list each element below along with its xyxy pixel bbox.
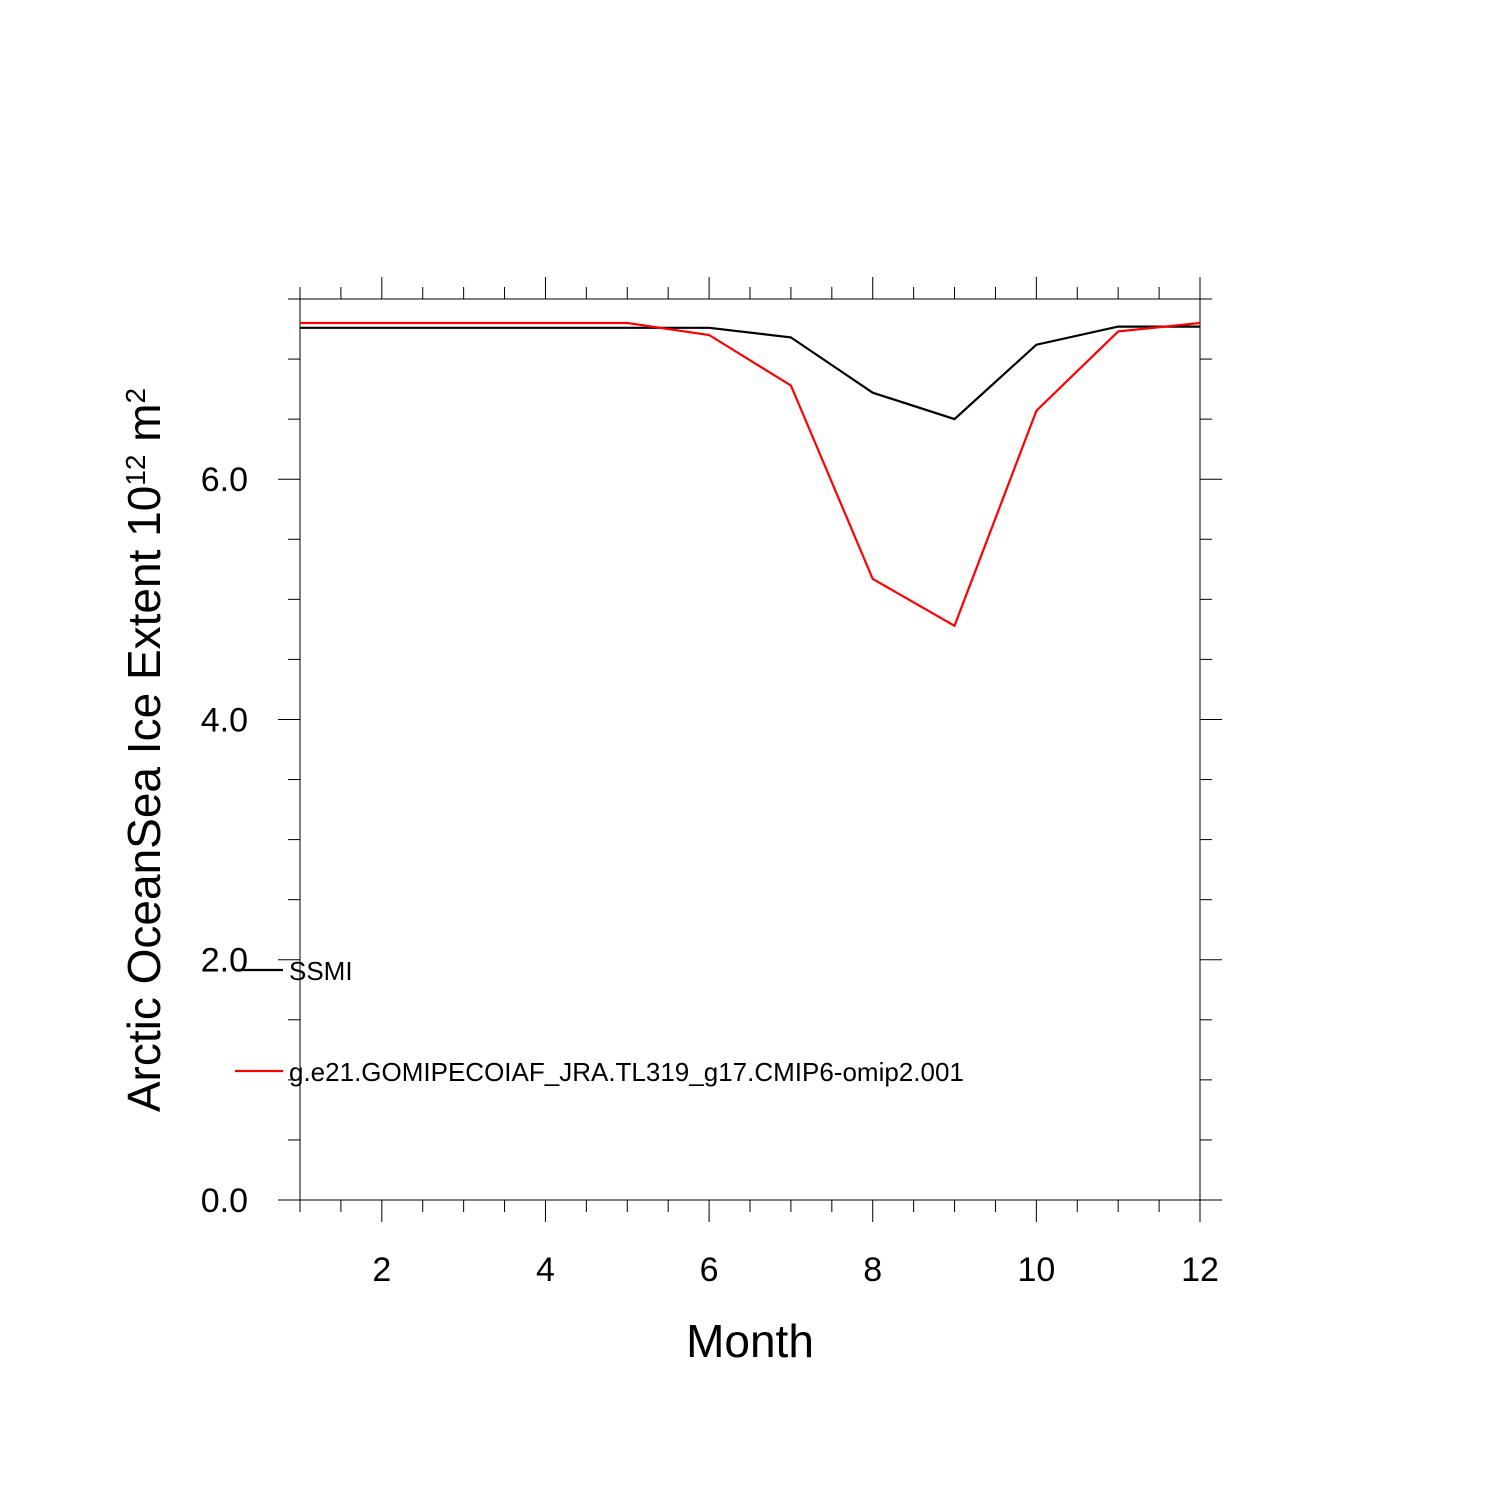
x-tick-label: 8 (863, 1251, 882, 1289)
y-tick-label: 2.0 (201, 942, 248, 980)
axes: 2 4 6 8 10 12 0.0 2.0 4.0 6.0 (201, 277, 1222, 1289)
x-tick-label: 10 (1017, 1251, 1055, 1289)
y-axis-title-unit: m (118, 403, 170, 454)
y-axis-title: Arctic OceanSea Ice Extent 1012 m2 (118, 388, 170, 1112)
y-axis-title-unit-exponent: 2 (120, 388, 151, 404)
y-tick-label: 6.0 (201, 461, 248, 499)
series-line-2 (300, 321, 1201, 628)
x-tick-label: 6 (700, 1251, 719, 1289)
x-tick-label: 2 (372, 1251, 391, 1289)
legend-label-1: SSMI (289, 956, 353, 986)
series-line-1 (300, 325, 1200, 421)
x-tick-label: 12 (1181, 1251, 1219, 1289)
y-axis-title-main: Arctic OceanSea Ice Extent 10 (118, 486, 170, 1112)
x-tick-label: 4 (536, 1251, 555, 1289)
y-tick-label: 4.0 (201, 701, 248, 739)
legend-label-2: g.e21.GOMIPECOIAF_JRA.TL319_g17.CMIP6-om… (289, 1057, 964, 1087)
x-axis-title: Month (686, 1315, 814, 1367)
y-tick-label: 0.0 (201, 1182, 248, 1220)
series-lines (300, 321, 1201, 628)
y-axis-title-exponent: 12 (120, 455, 151, 486)
legend: SSMI g.e21.GOMIPECOIAF_JRA.TL319_g17.CMIP… (235, 956, 964, 1087)
